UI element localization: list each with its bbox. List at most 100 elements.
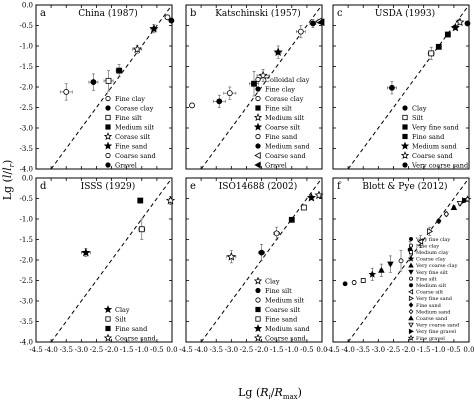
y-tick-label: -2.5 <box>20 277 34 285</box>
legend-label: Medium silt <box>115 123 155 131</box>
legend-label: Medium sand <box>265 325 310 333</box>
data-point <box>342 281 348 287</box>
legend-marker <box>255 105 261 111</box>
legend-marker <box>408 289 414 295</box>
legend-label: Fine sand <box>265 315 297 323</box>
x-tick-label: -4.0 <box>44 346 58 354</box>
data-point <box>450 204 458 211</box>
legend-label: Fine sand <box>412 133 444 141</box>
legend-label: Fine sand <box>416 303 442 309</box>
data-point <box>149 23 159 33</box>
legend-label: Fine silt <box>115 114 142 122</box>
y-tick-label: -1.5 <box>20 63 34 71</box>
x-tick-label: -0.5 <box>447 346 461 354</box>
legend-label: Fine sand <box>265 133 297 141</box>
legend-label: Very fine silt <box>415 270 448 276</box>
legend-marker <box>255 76 261 83</box>
data-point <box>351 280 357 285</box>
x-tick-label: -4.5 <box>29 346 43 354</box>
x-tick-label: -0.5 <box>300 346 314 354</box>
data-point <box>226 251 236 261</box>
data-point <box>435 43 442 50</box>
data-point <box>137 197 144 204</box>
legend-marker <box>408 269 414 275</box>
x-tick-label: -2.5 <box>240 346 254 354</box>
data-point <box>306 192 316 202</box>
data-point <box>428 50 435 57</box>
legend-marker <box>255 86 261 92</box>
panel-title: ISO14688 (2002) <box>219 181 298 192</box>
legend-marker <box>103 305 113 314</box>
legend-marker <box>103 141 113 150</box>
data-point <box>90 79 97 85</box>
legend-label: Coarse sand <box>115 334 156 342</box>
legend-marker <box>255 143 261 149</box>
legend-label: Very fine clay <box>415 237 450 243</box>
data-point <box>368 270 377 278</box>
data-point <box>297 28 304 35</box>
legend-label: Coarse clay <box>416 257 446 263</box>
x-tick-label: -1.5 <box>120 346 134 354</box>
y-tick-label: -3.0 <box>20 298 34 306</box>
data-point <box>63 89 70 95</box>
x-tick-label: -3.0 <box>225 346 239 354</box>
legend-label: Medium silt <box>416 283 446 289</box>
x-tick-label: -1.0 <box>432 346 446 354</box>
data-point <box>216 98 223 105</box>
reference-line <box>347 177 470 343</box>
x-tick-label: -1.0 <box>285 346 299 354</box>
legend-label: Clay <box>412 104 427 112</box>
panel-letter: b <box>190 8 196 19</box>
legend-marker <box>408 315 414 321</box>
data-point <box>310 20 316 27</box>
data-point <box>288 216 295 223</box>
legend-marker <box>253 324 263 333</box>
data-point <box>464 20 471 27</box>
data-point <box>168 17 175 24</box>
data-point <box>273 230 280 237</box>
data-point <box>138 226 145 233</box>
legend-label: Gravel <box>265 161 287 169</box>
legend-marker <box>408 236 413 241</box>
x-tick-label: -2.5 <box>387 346 401 354</box>
plot-frame <box>35 177 173 343</box>
data-point <box>81 247 91 257</box>
legend-label: Very coarse sand <box>411 161 468 169</box>
panel-title: Blott & Pye (2012) <box>362 181 447 192</box>
legend-label: Medium sand <box>265 142 310 150</box>
panel-letter: d <box>40 181 47 192</box>
x-tick-label: -1.5 <box>417 346 431 354</box>
legend-marker <box>402 124 408 130</box>
x-tick-label: 0.0 <box>316 346 327 354</box>
panel-letter: f <box>337 181 342 192</box>
panel-d: -4.5 -4.0 -3.5 -3.0 -2.5 -2.0 -1.5 -1.0 -0.5 0.0-… <box>20 175 178 355</box>
legend-marker <box>408 250 413 255</box>
legend-marker <box>103 132 113 141</box>
data-point <box>398 258 404 264</box>
legend-label: Gravel <box>115 161 137 169</box>
data-point <box>461 197 468 204</box>
legend-marker <box>255 133 261 140</box>
data-point <box>314 190 324 200</box>
legend-marker <box>103 333 113 342</box>
legend-marker <box>105 124 111 130</box>
y-tick-label: -2.5 <box>20 104 34 112</box>
data-point <box>443 210 450 218</box>
legend-label: Fine sand <box>115 325 147 333</box>
data-point <box>463 195 472 203</box>
legend-label: Clay <box>265 277 280 285</box>
y-tick-label: 0.0 <box>22 2 33 10</box>
panel-a: -4.0 -3.5 -3.0 -2.5 -2.0 -1.5 -1.0 -0.5 0.0 a Chin… <box>20 2 175 174</box>
legend-marker <box>253 333 263 342</box>
legend-label: Fine sand <box>115 142 147 150</box>
reference-line <box>50 4 173 170</box>
legend-marker <box>408 302 414 308</box>
legend-label: Coarse sand <box>115 152 156 160</box>
panel-e: -4.5 -4.0 -3.5 -3.0 -2.5 -2.0 -1.5 -1.0 -0.5 0.0 e… <box>179 177 328 354</box>
